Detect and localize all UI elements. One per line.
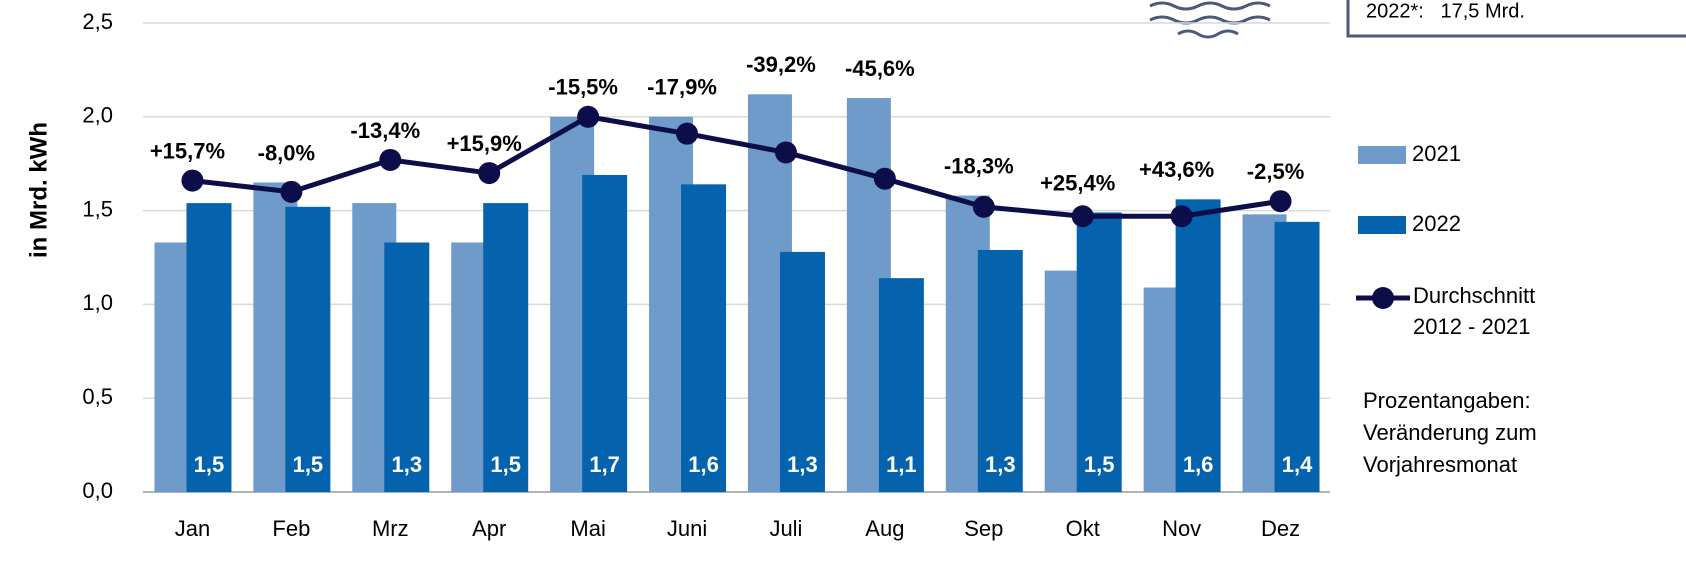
x-tick-label: Apr bbox=[472, 516, 506, 541]
legend-label: 2022 bbox=[1412, 211, 1461, 236]
x-tick-label: Mrz bbox=[372, 516, 409, 541]
change-label: -8,0% bbox=[258, 140, 315, 165]
data-label: 1,5 bbox=[1084, 452, 1115, 477]
bar bbox=[977, 249, 1023, 492]
legend-swatch bbox=[1372, 287, 1394, 309]
y-tick-label: 2,0 bbox=[82, 103, 113, 128]
legend-swatch bbox=[1358, 146, 1406, 164]
info-box bbox=[1346, 0, 1686, 38]
change-label: +15,7% bbox=[150, 138, 225, 163]
wave-icon bbox=[1149, 1, 1271, 39]
data-label: 1,6 bbox=[1183, 452, 1214, 477]
bar bbox=[384, 242, 430, 492]
data-label: 1,5 bbox=[490, 452, 521, 477]
x-tick-label: Jan bbox=[175, 516, 210, 541]
line-marker bbox=[181, 169, 204, 192]
bar bbox=[483, 203, 529, 492]
bar bbox=[1076, 212, 1122, 492]
line-marker bbox=[478, 162, 501, 185]
y-tick-label: 0,5 bbox=[82, 384, 113, 409]
data-label: 1,6 bbox=[688, 452, 719, 477]
x-tick-label: Juli bbox=[769, 516, 802, 541]
line-marker bbox=[676, 122, 699, 145]
data-label: 1,3 bbox=[391, 452, 422, 477]
y-axis-label: in Mrd. kWh bbox=[25, 122, 52, 258]
bar bbox=[582, 174, 628, 492]
y-tick-label: 0,0 bbox=[82, 478, 113, 503]
x-tick-label: Mai bbox=[570, 516, 605, 541]
line-marker bbox=[774, 141, 797, 164]
bar bbox=[1274, 221, 1320, 492]
data-label: 1,4 bbox=[1282, 452, 1313, 477]
x-tick-label: Nov bbox=[1162, 516, 1201, 541]
data-label: 1,3 bbox=[787, 452, 818, 477]
line-marker bbox=[379, 148, 402, 171]
line-marker bbox=[1071, 205, 1094, 228]
change-label: -39,2% bbox=[746, 52, 816, 77]
change-label: -17,9% bbox=[647, 75, 717, 100]
bar bbox=[681, 184, 727, 492]
data-label: 1,3 bbox=[985, 452, 1016, 477]
line-marker bbox=[1269, 190, 1292, 213]
data-label: 1,7 bbox=[589, 452, 620, 477]
x-tick-label: Juni bbox=[667, 516, 707, 541]
change-label: -13,4% bbox=[350, 118, 420, 143]
x-tick-label: Feb bbox=[272, 516, 310, 541]
change-label: +25,4% bbox=[1040, 170, 1115, 195]
change-label: -2,5% bbox=[1247, 159, 1304, 184]
y-tick-label: 2,5 bbox=[82, 9, 113, 34]
bar bbox=[779, 251, 825, 492]
info-box-text: 2022*: 17,5 Mrd. bbox=[1366, 0, 1525, 22]
line-marker bbox=[577, 105, 600, 128]
note: Prozentangaben: Veränderung zum Vorjahre… bbox=[1363, 388, 1537, 477]
line-marker bbox=[1170, 205, 1193, 228]
data-label: 1,5 bbox=[194, 452, 225, 477]
legend-label: 2021 bbox=[1412, 141, 1461, 166]
legend-label: Durchschnitt 2012 - 2021 bbox=[1413, 283, 1536, 339]
change-label: -15,5% bbox=[548, 75, 618, 100]
change-label: +15,9% bbox=[447, 131, 522, 156]
x-tick-label: Dez bbox=[1261, 516, 1300, 541]
change-label: -18,3% bbox=[944, 153, 1014, 178]
bar bbox=[186, 203, 232, 492]
data-label: 1,5 bbox=[293, 452, 324, 477]
data-label: 1,1 bbox=[886, 452, 917, 477]
line bbox=[192, 114, 1281, 219]
x-tick-label: Sep bbox=[964, 516, 1003, 541]
line-marker bbox=[280, 180, 303, 203]
y-tick-label: 1,0 bbox=[82, 290, 113, 315]
x-tick-label: Aug bbox=[865, 516, 904, 541]
change-label: +43,6% bbox=[1139, 157, 1214, 182]
bar bbox=[1175, 199, 1221, 492]
x-tick-label: Okt bbox=[1066, 516, 1100, 541]
change-label: -45,6% bbox=[845, 56, 915, 81]
bar bbox=[878, 278, 924, 492]
line-marker bbox=[972, 195, 995, 218]
legend-swatch bbox=[1358, 216, 1406, 234]
line-marker bbox=[873, 167, 896, 190]
bar bbox=[285, 206, 331, 492]
y-tick-label: 1,5 bbox=[82, 196, 113, 221]
